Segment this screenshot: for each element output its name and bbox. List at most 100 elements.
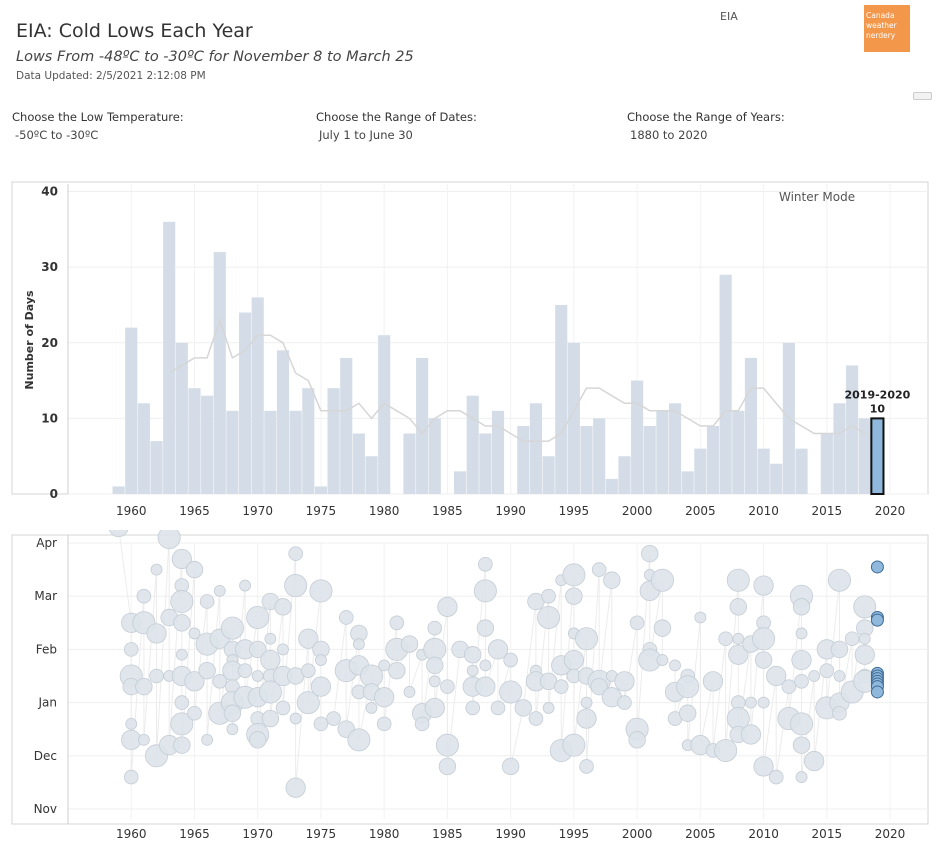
scatter-point[interactable] bbox=[752, 627, 776, 651]
bar[interactable] bbox=[593, 418, 606, 494]
bar[interactable] bbox=[264, 410, 277, 494]
scatter-point[interactable] bbox=[854, 644, 875, 665]
scatter-point[interactable] bbox=[629, 615, 645, 631]
scatter-point[interactable] bbox=[757, 696, 770, 709]
scatter-point[interactable] bbox=[603, 571, 621, 589]
scatter-point[interactable] bbox=[136, 588, 152, 604]
scatter-point[interactable] bbox=[528, 711, 544, 726]
scatter-point[interactable] bbox=[576, 708, 597, 729]
scatter-point[interactable] bbox=[753, 756, 774, 777]
scatter-point[interactable] bbox=[260, 649, 281, 671]
bar[interactable] bbox=[618, 456, 631, 494]
bar[interactable] bbox=[125, 327, 138, 494]
scatter-point[interactable] bbox=[726, 568, 750, 592]
scatter-point[interactable] bbox=[795, 627, 808, 640]
bar[interactable] bbox=[302, 388, 315, 494]
scatter-point[interactable] bbox=[258, 680, 282, 704]
scatter-point[interactable] bbox=[187, 705, 202, 721]
scatter-point[interactable] bbox=[378, 659, 391, 672]
bar[interactable] bbox=[352, 433, 365, 494]
scatter-point[interactable] bbox=[403, 686, 416, 698]
highlight-point[interactable] bbox=[870, 685, 884, 699]
scatter-point[interactable] bbox=[537, 605, 561, 629]
scatter-point[interactable] bbox=[729, 598, 747, 616]
bar[interactable] bbox=[770, 463, 783, 494]
scatter-point[interactable] bbox=[794, 674, 809, 689]
bar[interactable] bbox=[542, 456, 555, 494]
scatter-point[interactable] bbox=[108, 530, 129, 538]
scatter-point[interactable] bbox=[173, 736, 191, 754]
scatter-point[interactable] bbox=[246, 605, 270, 629]
scatter-point[interactable] bbox=[201, 733, 214, 746]
scatter-point[interactable] bbox=[184, 671, 205, 692]
scatter-point[interactable] bbox=[499, 680, 523, 704]
scatter-point[interactable] bbox=[479, 659, 492, 672]
scatter-point[interactable] bbox=[198, 661, 216, 680]
bar[interactable] bbox=[681, 471, 694, 494]
scatter-point[interactable] bbox=[213, 584, 226, 597]
bar[interactable] bbox=[428, 418, 441, 494]
scatter-point[interactable] bbox=[473, 579, 497, 603]
scatter-point[interactable] bbox=[465, 700, 481, 716]
scatter-point[interactable] bbox=[791, 649, 812, 671]
bar[interactable] bbox=[706, 425, 720, 494]
date-range-filter-value[interactable]: July 1 to June 30 bbox=[319, 128, 413, 142]
scatter-point[interactable] bbox=[754, 651, 773, 669]
scatter-point[interactable] bbox=[428, 675, 441, 688]
bar[interactable] bbox=[479, 433, 492, 494]
scatter-point[interactable] bbox=[149, 668, 164, 684]
scatter-point[interactable] bbox=[400, 635, 419, 653]
scatter-point[interactable] bbox=[501, 757, 520, 776]
scatter-point[interactable] bbox=[249, 731, 267, 749]
scatter-point[interactable] bbox=[223, 704, 242, 722]
bar[interactable] bbox=[833, 403, 846, 494]
scatter-point[interactable] bbox=[679, 704, 697, 722]
scatter-point[interactable] bbox=[315, 654, 327, 666]
scatter-point[interactable] bbox=[732, 632, 745, 645]
scatter-point[interactable] bbox=[374, 687, 395, 708]
bar[interactable] bbox=[327, 388, 340, 494]
scatter-point[interactable] bbox=[565, 587, 583, 605]
scatter-point[interactable] bbox=[804, 751, 825, 772]
scatter-point[interactable] bbox=[438, 757, 457, 776]
scatter-point[interactable] bbox=[157, 530, 181, 550]
scatter-point[interactable] bbox=[300, 663, 316, 678]
scatter-point[interactable] bbox=[376, 716, 392, 732]
scatter-point[interactable] bbox=[853, 595, 877, 619]
scatter-point[interactable] bbox=[541, 588, 556, 604]
scatter-point[interactable] bbox=[766, 665, 787, 687]
scatter-point[interactable] bbox=[478, 556, 493, 572]
bar[interactable] bbox=[201, 395, 214, 494]
bar[interactable] bbox=[365, 456, 378, 494]
scatter-point[interactable] bbox=[251, 670, 264, 682]
highlight-point[interactable] bbox=[870, 560, 884, 574]
bar[interactable] bbox=[340, 357, 353, 494]
scatter-point[interactable] bbox=[175, 648, 188, 661]
bar[interactable] bbox=[466, 395, 479, 494]
scatter-point[interactable] bbox=[768, 769, 784, 785]
bar[interactable] bbox=[517, 425, 530, 494]
scatter-point[interactable] bbox=[490, 700, 506, 716]
scatter-point[interactable] bbox=[170, 712, 194, 736]
scatter-point[interactable] bbox=[475, 676, 496, 697]
bar[interactable] bbox=[643, 425, 656, 494]
scatter-point[interactable] bbox=[614, 671, 635, 692]
bar[interactable] bbox=[416, 357, 429, 494]
scatter-point[interactable] bbox=[123, 642, 139, 657]
scatter-point[interactable] bbox=[464, 646, 482, 664]
scatter-point[interactable] bbox=[563, 649, 584, 671]
menu-toggle-button[interactable] bbox=[913, 92, 932, 100]
bar[interactable] bbox=[795, 448, 808, 494]
scatter-point[interactable] bbox=[590, 677, 608, 696]
scatter-point[interactable] bbox=[714, 738, 738, 762]
bar[interactable] bbox=[846, 365, 859, 494]
scatter-point[interactable] bbox=[437, 596, 458, 617]
scatter-point[interactable] bbox=[226, 723, 239, 736]
bar[interactable] bbox=[529, 403, 543, 494]
scatter-point[interactable] bbox=[753, 575, 774, 596]
scatter-point[interactable] bbox=[326, 711, 341, 726]
scatter-point[interactable] bbox=[728, 644, 749, 665]
scatter-point[interactable] bbox=[284, 574, 308, 598]
scatter-point[interactable] bbox=[125, 717, 138, 730]
scatter-point[interactable] bbox=[702, 671, 724, 692]
